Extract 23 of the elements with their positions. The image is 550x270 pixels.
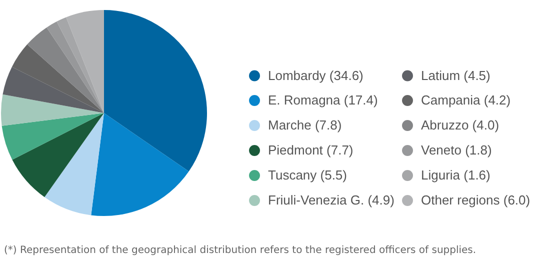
legend-label: Friuli-Venezia G. (4.9) bbox=[268, 192, 394, 208]
legend-label: Other regions (6.0) bbox=[421, 192, 530, 208]
pie-slice bbox=[46, 22, 104, 113]
legend-label: Veneto (1.8) bbox=[421, 142, 492, 158]
pie-slice bbox=[27, 27, 104, 113]
pie-slice bbox=[1, 94, 104, 126]
legend-label: Tuscany (5.5) bbox=[268, 168, 347, 182]
legend-label: Lombardy (34.6) bbox=[268, 68, 364, 83]
legend-label: Abruzzo (4.0) bbox=[421, 118, 500, 132]
legend-label: Liguria (1.6) bbox=[421, 168, 490, 182]
legend-label: Piedmont (7.7) bbox=[268, 142, 354, 158]
legend-label: Marche (7.8) bbox=[268, 118, 342, 132]
pie-slice bbox=[91, 113, 189, 216]
legend-label: E. Romagna (17.4) bbox=[268, 92, 378, 108]
legend-label: Campania (4.2) bbox=[421, 92, 511, 108]
pie-slice bbox=[104, 10, 207, 172]
legend-label: Latium (4.5) bbox=[421, 68, 490, 83]
text: (*) Representation of the geographical distribution refers to the registered officers of supplies. bbox=[4, 245, 476, 256]
pie-slice bbox=[56, 17, 104, 113]
pie-slice bbox=[12, 113, 104, 198]
pie-slice bbox=[66, 10, 104, 113]
pie-slice bbox=[2, 113, 104, 160]
pie-slice bbox=[44, 113, 104, 216]
